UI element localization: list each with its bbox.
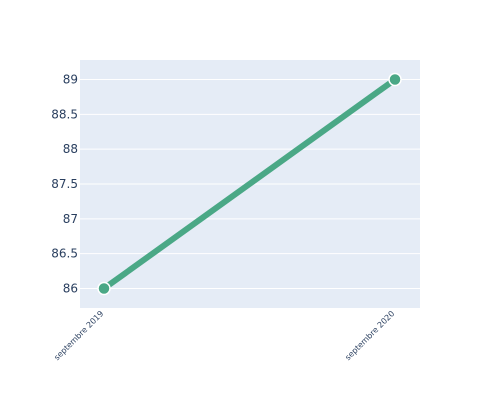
data-point[interactable] [97, 281, 111, 296]
y-tick-label: 86 [63, 281, 78, 295]
y-tick-label: 86.5 [51, 247, 78, 261]
x-axis-tick-labels: septembre 2019 septembre 2020 [52, 309, 396, 362]
x-tick-label: septembre 2019 [52, 309, 105, 362]
y-tick-label: 87 [63, 212, 78, 226]
y-tick-label: 88 [63, 142, 78, 156]
series [97, 72, 402, 296]
y-gridlines [80, 79, 420, 289]
y-tick-label: 89 [63, 73, 78, 87]
x-tick-label: septembre 2020 [343, 309, 396, 362]
y-tick-label: 87.5 [51, 177, 78, 191]
series-line [101, 76, 398, 292]
y-tick-label: 88.5 [51, 107, 78, 121]
y-axis-tick-labels: 86 86.5 87 87.5 88 88.5 89 [51, 73, 78, 296]
data-point[interactable] [388, 72, 402, 87]
